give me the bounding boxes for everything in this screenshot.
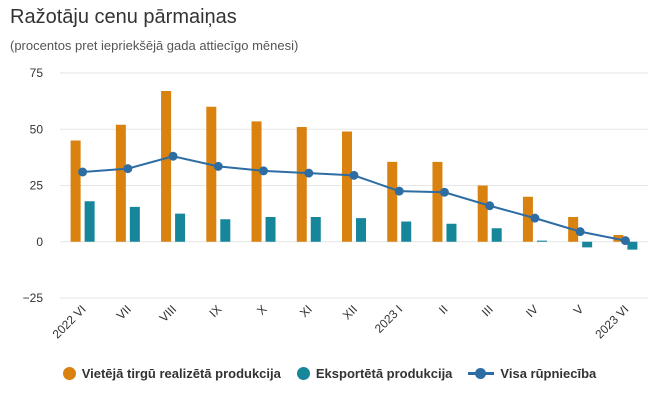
total-point	[259, 166, 269, 176]
total-point	[439, 187, 449, 197]
domestic-bar	[522, 196, 533, 242]
x-tick-label: IV	[523, 302, 541, 320]
total-point	[304, 168, 314, 178]
x-tick-label: III	[479, 302, 496, 319]
chart-legend: Vietējā tirgū realizētā produkcija Ekspo…	[0, 366, 659, 381]
domestic-bar	[161, 91, 172, 242]
y-tick-label: 50	[30, 122, 44, 136]
total-point	[394, 186, 404, 196]
export-bar	[265, 217, 276, 242]
domestic-bar	[387, 161, 398, 242]
bar-layer	[70, 91, 638, 250]
export-bar	[491, 228, 502, 242]
domestic-bar	[251, 121, 262, 242]
total-point	[123, 164, 133, 174]
export-bar	[627, 241, 638, 250]
legend-item-domestic[interactable]: Vietējā tirgū realizētā produkcija	[62, 366, 281, 381]
chart-title: Ražotāju cenu pārmaiņas	[10, 6, 237, 28]
domestic-bar	[432, 161, 443, 242]
y-tick-label: 0	[36, 235, 43, 249]
x-tick-label: IX	[207, 302, 225, 320]
total-point	[485, 201, 495, 211]
total-point	[620, 236, 630, 246]
legend-label-domestic: Vietējā tirgū realizētā produkcija	[81, 366, 281, 381]
total-point	[78, 167, 88, 177]
y-tick-label: −25	[23, 291, 44, 305]
x-tick-label: 2022 VI	[50, 302, 89, 341]
total-point	[575, 227, 585, 237]
total-point	[349, 170, 359, 180]
export-bar	[175, 213, 186, 242]
legend-label-export: Eksportētā produkcija	[315, 366, 453, 381]
x-axis-ticks: 2022 VI VII VIII IX X XI XII 2023 I II III IV V 2023…	[50, 302, 632, 341]
export-bar	[401, 221, 412, 242]
domestic-bar	[70, 140, 81, 242]
export-bar	[129, 206, 140, 242]
total-point	[213, 161, 223, 171]
export-bar	[310, 217, 321, 242]
x-tick-label: 2023 I	[372, 302, 405, 335]
export-bar	[84, 201, 95, 242]
y-axis-ticks: 75 50 25 0 −25	[23, 66, 44, 305]
export-bar	[582, 241, 593, 248]
total-point	[168, 151, 178, 161]
total-point	[530, 213, 540, 223]
domestic-bar	[342, 131, 352, 242]
export-bar	[356, 218, 366, 242]
export-swatch-icon	[296, 367, 310, 380]
x-tick-label: VII	[114, 302, 134, 322]
legend-item-export[interactable]: Eksportētā produkcija	[296, 366, 453, 381]
legend-label-total: Visa rūpniecība	[500, 366, 597, 381]
domestic-swatch-icon	[62, 367, 76, 380]
export-bar	[220, 219, 231, 242]
x-tick-label: VIII	[157, 302, 180, 325]
domestic-bar	[115, 124, 126, 242]
domestic-bar	[206, 106, 217, 242]
chart-subtitle: (procentos pret iepriekšējā gada attiecī…	[10, 38, 299, 53]
line-layer	[78, 151, 630, 246]
legend-item-total[interactable]: Visa rūpniecība	[468, 366, 596, 381]
domestic-bar	[296, 127, 307, 242]
x-tick-label: XII	[340, 302, 360, 322]
export-bar	[446, 223, 457, 242]
x-tick-label: II	[436, 302, 451, 317]
export-bar	[536, 240, 547, 242]
x-tick-label: X	[254, 302, 270, 318]
x-tick-label: 2023 VI	[592, 302, 631, 341]
grid-layer	[60, 72, 648, 299]
y-tick-label: 75	[30, 66, 44, 80]
x-tick-label: XI	[297, 302, 315, 320]
domestic-bar	[477, 185, 488, 242]
x-tick-label: V	[571, 302, 587, 318]
y-tick-label: 25	[30, 179, 44, 193]
total-line-swatch-icon	[468, 367, 495, 380]
